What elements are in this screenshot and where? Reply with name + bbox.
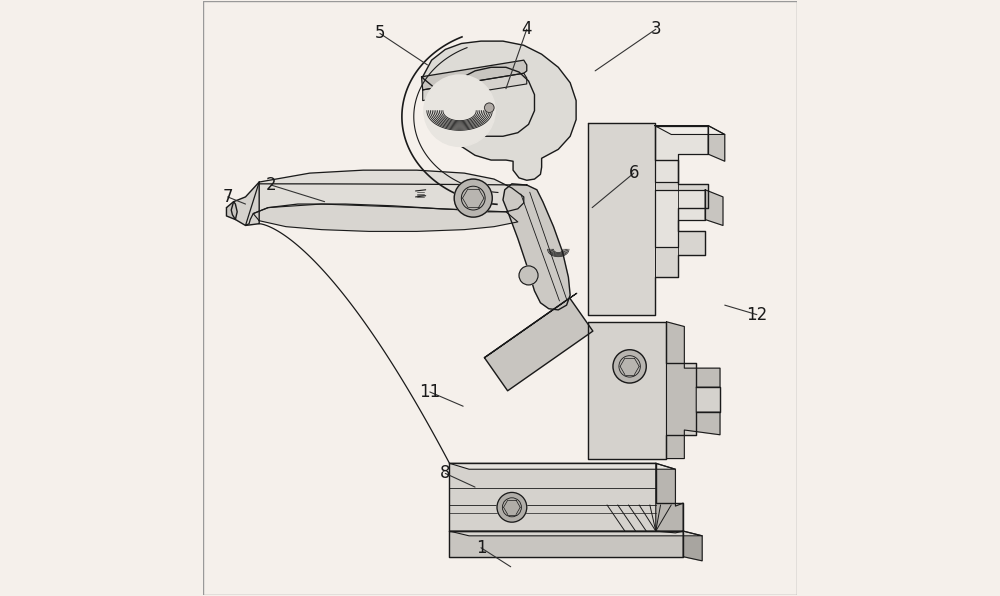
Circle shape [519,266,538,285]
Polygon shape [246,170,524,225]
Text: 7: 7 [222,188,233,206]
Polygon shape [449,463,675,469]
Circle shape [485,103,494,113]
Text: 3: 3 [650,20,661,38]
Text: 8: 8 [440,464,451,482]
Circle shape [497,492,527,522]
Text: 5: 5 [375,24,385,42]
Text: 12: 12 [746,306,767,324]
Polygon shape [253,204,518,231]
Text: 2: 2 [266,176,276,194]
Polygon shape [449,463,683,531]
Polygon shape [503,184,570,310]
Polygon shape [423,73,527,101]
Polygon shape [484,293,577,358]
Polygon shape [449,531,702,536]
Polygon shape [423,41,576,180]
Polygon shape [655,126,708,182]
Polygon shape [683,531,702,561]
Text: 1: 1 [476,539,486,557]
Text: 4: 4 [522,20,532,38]
Polygon shape [588,322,720,458]
Polygon shape [231,182,259,225]
Polygon shape [705,190,723,225]
Circle shape [454,179,492,217]
Polygon shape [666,322,720,458]
Polygon shape [226,201,237,219]
Polygon shape [708,126,725,162]
Polygon shape [484,298,593,391]
Polygon shape [422,60,527,90]
Polygon shape [449,531,683,557]
Polygon shape [656,463,683,533]
Polygon shape [588,123,708,315]
Polygon shape [655,126,725,135]
Circle shape [613,350,646,383]
Text: 11: 11 [419,383,440,401]
Circle shape [424,75,495,147]
Polygon shape [655,190,705,247]
Text: 6: 6 [629,164,639,182]
